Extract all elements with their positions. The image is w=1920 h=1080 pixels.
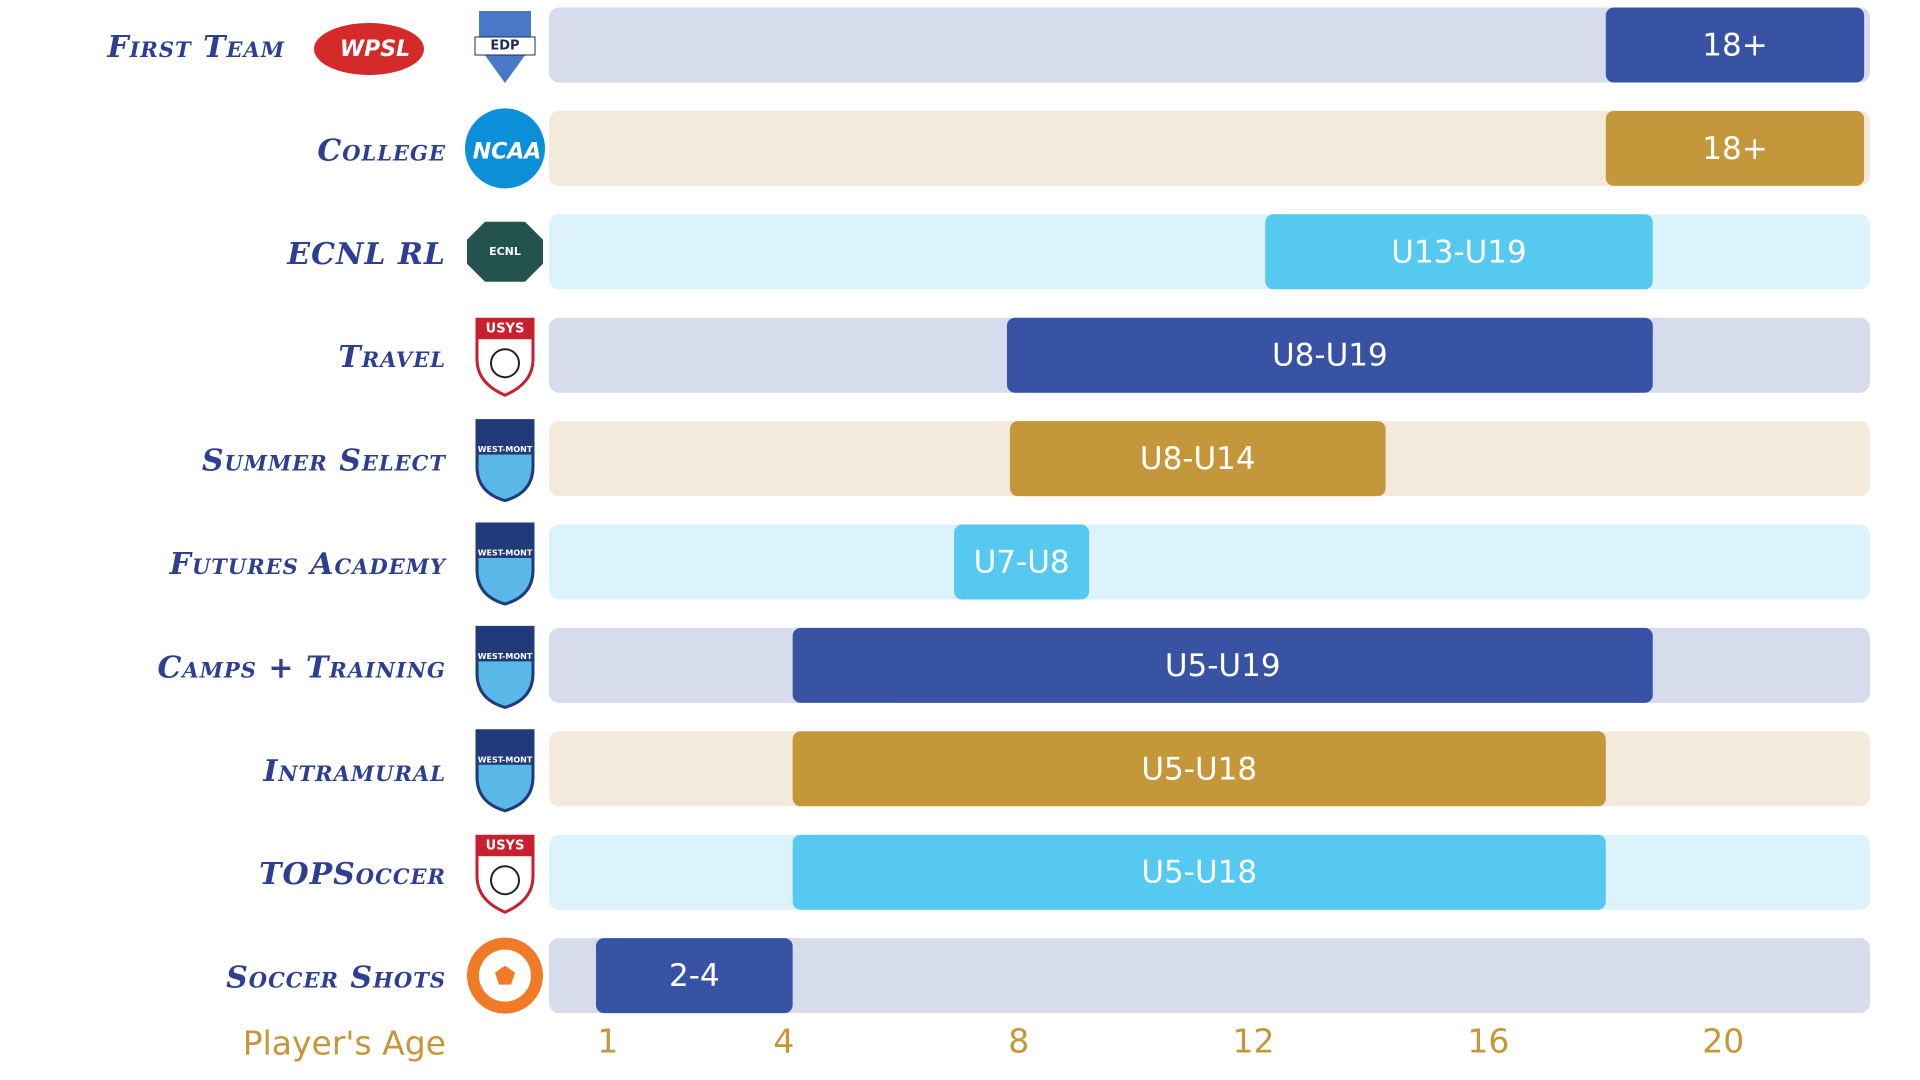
bar: [792, 834, 1606, 910]
category-label: ECNL RL: [286, 237, 446, 272]
logo-ball-patch: [495, 965, 515, 985]
track: [549, 7, 1870, 83]
logo-westmont-band: [477, 627, 533, 662]
bar: [1605, 110, 1865, 186]
category-label: Summer Select: [202, 444, 447, 479]
logo-westmont-band: [477, 420, 533, 455]
category-label: Soccer Shots: [226, 961, 446, 996]
logo-usys-band: [477, 319, 533, 340]
category-label: Intramural: [262, 754, 446, 789]
category-label: First Team: [106, 30, 285, 65]
bar-label: U5-U19: [1165, 648, 1281, 684]
logo-text: WEST-MONT: [478, 549, 533, 558]
category-label: College: [317, 133, 446, 168]
category-label: Travel: [338, 340, 446, 375]
bar-label: U8-U14: [1140, 441, 1256, 477]
bar: [1006, 317, 1653, 393]
bar-label: 18+: [1702, 131, 1767, 167]
track: [549, 938, 1870, 1014]
logo-usys-band: [477, 836, 533, 857]
logo-text: WEST-MONT: [478, 755, 533, 764]
logo-usys-ball: [490, 348, 520, 379]
bar-label: U5-U18: [1141, 751, 1257, 787]
logo-ncaa: [465, 108, 545, 189]
bar: [1265, 214, 1653, 290]
logo-text: WPSL: [340, 37, 410, 62]
logo-westmont-band: [477, 524, 533, 558]
logo-text: NCAA: [473, 139, 542, 164]
category-label: Futures Academy: [169, 547, 447, 582]
logo-edp-band: [474, 36, 536, 56]
x-tick-label: 12: [1233, 1022, 1275, 1061]
category-label: TOPSoccer: [259, 857, 446, 892]
logo-ecnl: [467, 221, 543, 282]
bar-label: U13-U19: [1391, 234, 1526, 270]
bar-label: 18+: [1702, 28, 1767, 64]
x-tick-label: 16: [1467, 1022, 1509, 1061]
category-label: Camps + Training: [158, 650, 446, 685]
x-tick-label: 20: [1702, 1022, 1744, 1061]
bar: [792, 627, 1653, 703]
x-tick-label: 1: [597, 1022, 618, 1061]
bar-label: U7-U8: [974, 545, 1070, 581]
bar: [954, 524, 1090, 600]
logo-text: ECNL: [489, 245, 521, 258]
logo-wpsl: [314, 23, 424, 75]
logo-westmont-band: [477, 730, 533, 765]
x-tick-label: 4: [773, 1022, 794, 1061]
bar-label: 2-4: [669, 958, 720, 994]
logo-text: WEST-MONT: [478, 445, 533, 454]
logo-text: WEST-MONT: [478, 652, 533, 661]
x-tick-label: 8: [1008, 1022, 1029, 1061]
bar-label: U8-U19: [1272, 338, 1388, 374]
bar: [595, 938, 793, 1014]
bar: [1605, 7, 1865, 83]
logo-text: EDP: [490, 39, 519, 54]
x-axis-title: Player's Age: [243, 1024, 446, 1063]
track: [549, 214, 1870, 290]
track: [549, 110, 1870, 186]
logo-text: USYS: [486, 839, 525, 854]
bar: [1009, 421, 1386, 497]
logo-usys-ball: [490, 865, 520, 896]
track: [549, 524, 1870, 600]
bar-label: U5-U18: [1141, 855, 1257, 891]
logo-text: USYS: [486, 322, 525, 337]
bar: [792, 731, 1606, 807]
